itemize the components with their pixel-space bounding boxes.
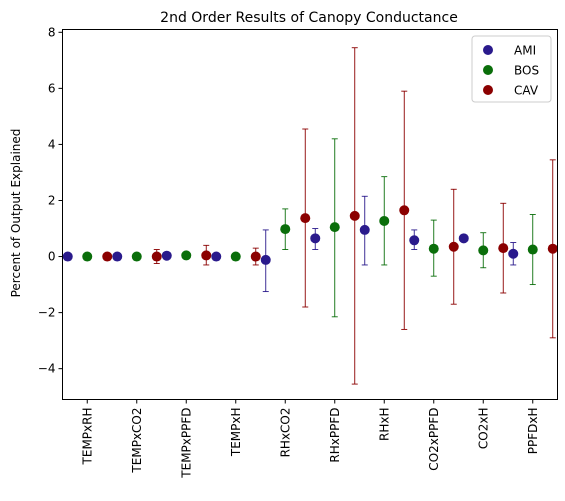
y-tick-label: −2	[38, 306, 56, 320]
plot-frame	[62, 29, 558, 400]
x-tick-label: TEMPxH	[229, 408, 243, 458]
data-point	[211, 251, 222, 262]
data-point	[300, 213, 311, 224]
data-point	[409, 235, 420, 246]
x-tick-label: TEMPxCO2	[130, 408, 144, 474]
y-tick-label: 6	[48, 81, 56, 95]
data-point	[399, 205, 410, 216]
data-point	[280, 224, 291, 235]
chart-title: 2nd Order Results of Canopy Conductance	[160, 10, 458, 26]
plot-area: −4 −2 0 2 4 6 8 TEMPxRH TEMPxCO2 TEMPxPPFD TEMPxH R…	[38, 25, 558, 479]
data-point	[250, 251, 261, 262]
data-point	[151, 251, 162, 262]
data-point	[329, 222, 340, 233]
y-tick-label: 8	[48, 25, 56, 39]
legend-marker	[483, 65, 493, 75]
data-point	[498, 243, 509, 254]
data-point	[478, 245, 489, 256]
data-point	[379, 215, 390, 226]
x-tick-label: RHxPPFD	[328, 408, 342, 463]
y-tick-label: 0	[48, 250, 56, 264]
legend-label: AMI	[514, 44, 536, 58]
y-tick-label: 2	[48, 193, 56, 207]
x-tick-label: RHxCO2	[278, 408, 292, 458]
data-point	[448, 241, 459, 252]
data-point	[527, 244, 538, 255]
data-point	[508, 248, 519, 259]
data-point	[82, 251, 93, 262]
legend-marker	[483, 45, 493, 55]
data-point	[359, 224, 370, 235]
y-tick-label: 4	[48, 137, 56, 151]
legend-label: BOS	[514, 64, 539, 78]
data-point	[131, 251, 142, 262]
data-point	[62, 251, 73, 262]
x-tick-label: TEMPxRH	[80, 408, 94, 466]
x-tick-label: TEMPxPPFD	[179, 408, 193, 479]
data-point	[181, 250, 192, 261]
x-tick-label: RHxH	[377, 408, 391, 442]
x-tick-label: PPFDxH	[526, 408, 540, 455]
x-tick-label: CO2xPPFD	[427, 408, 441, 471]
data-point	[161, 250, 172, 261]
data-point	[428, 243, 439, 254]
data-point	[547, 243, 558, 254]
legend-label: CAV	[514, 84, 539, 98]
y-tick-label: −4	[38, 362, 56, 376]
data-point	[112, 251, 123, 262]
legend: AMI BOS CAV	[471, 35, 552, 103]
data-point	[260, 254, 271, 265]
data-point	[310, 233, 321, 244]
data-point	[349, 210, 360, 221]
legend-marker	[483, 85, 493, 95]
x-tick-label: CO2xH	[476, 408, 490, 450]
data-point	[230, 251, 241, 262]
data-point	[102, 251, 113, 262]
data-point	[458, 233, 469, 244]
y-axis-label: Percent of Output Explained	[9, 129, 23, 298]
data-point	[201, 250, 212, 261]
